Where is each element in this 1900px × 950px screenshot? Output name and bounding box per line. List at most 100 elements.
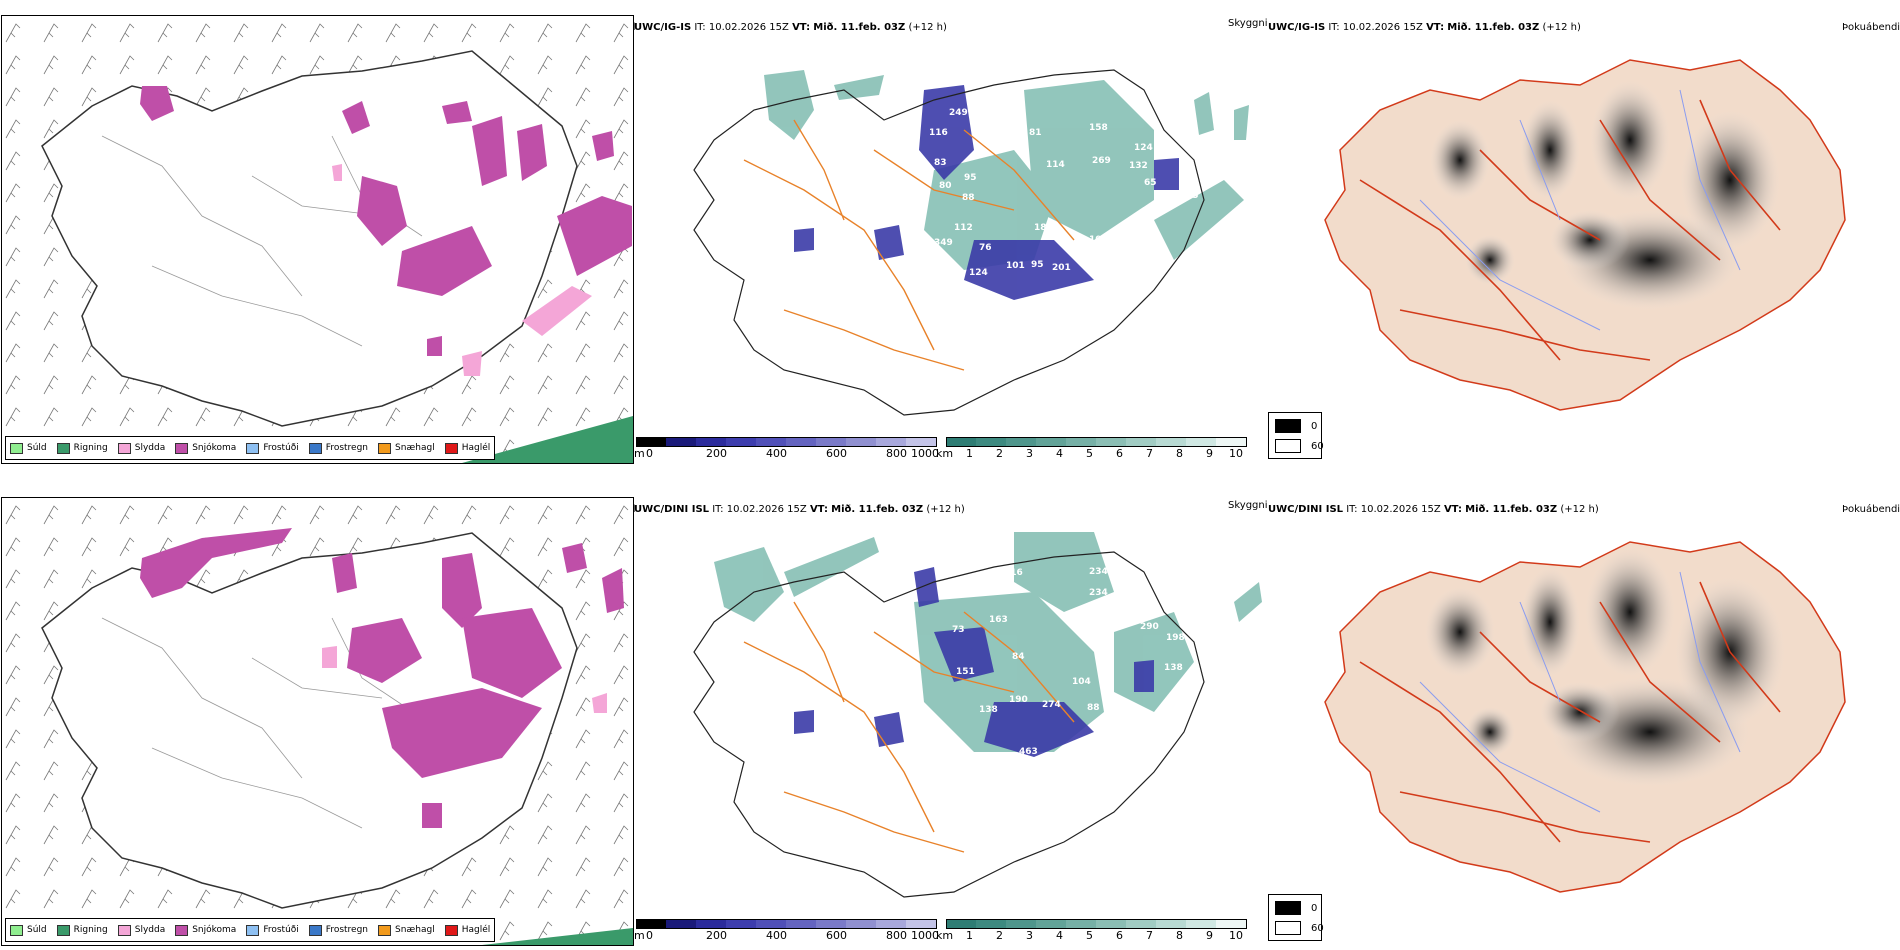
colorbar-swatch — [1006, 437, 1037, 447]
colorbar-swatch — [846, 919, 877, 929]
colorbar-swatch — [666, 919, 697, 929]
iceland-outline — [41, 532, 578, 909]
svg-text:124: 124 — [969, 268, 988, 278]
colorbar-swatch — [1096, 919, 1127, 929]
svg-text:516: 516 — [1004, 568, 1023, 578]
svg-text:168: 168 — [1096, 605, 1115, 615]
colorbar-swatch — [1006, 919, 1037, 929]
svg-text:138: 138 — [1164, 663, 1183, 673]
colorbar-swatch — [726, 437, 757, 447]
cloud-map: 234 516 234 163 168 168 73 84 290 198 13… — [634, 512, 1264, 922]
colorbar-swatch — [756, 919, 787, 929]
fog-map-svg — [1324, 541, 1846, 893]
colorbar-swatch — [1186, 919, 1217, 929]
fog-map — [1300, 30, 1860, 440]
colorbar-swatch — [1216, 437, 1247, 447]
colorbar-swatch — [756, 437, 787, 447]
colorbar-swatch — [636, 919, 668, 929]
ceiling-colorbar: m 0 200 400 600 800 1000 — [634, 919, 939, 943]
svg-text:198: 198 — [1166, 633, 1185, 643]
svg-text:17: 17 — [1164, 198, 1177, 208]
cloud-map-svg: 234 516 234 163 168 168 73 84 290 198 13… — [693, 532, 1262, 898]
colorbar-swatch — [786, 919, 817, 929]
colorbar-swatch — [946, 919, 978, 929]
legend-item: Súld — [10, 442, 47, 454]
sleet-areas — [322, 646, 607, 713]
colorbar-swatch — [876, 437, 907, 447]
legend-item: Rigning — [56, 442, 108, 454]
colorbar-swatch — [946, 437, 978, 447]
svg-text:249: 249 — [949, 108, 968, 118]
svg-text:463: 463 — [1019, 747, 1038, 757]
colorbar-swatch — [976, 437, 1007, 447]
svg-text:29: 29 — [979, 113, 992, 123]
svg-text:190: 190 — [1009, 695, 1028, 705]
colorbar-swatch — [816, 919, 847, 929]
svg-text:138: 138 — [979, 705, 998, 715]
cloud-label-group: 249 29 116 81 158 269 124 132 65 83 95 8… — [929, 108, 1199, 278]
visibility-colorbar: km 1 2 3 4 5 6 7 8 9 10 — [936, 437, 1247, 461]
svg-text:83: 83 — [934, 158, 947, 168]
sleet-areas — [332, 164, 592, 376]
svg-text:104: 104 — [1072, 677, 1091, 687]
colorbar-swatch — [1126, 437, 1157, 447]
legend-item: Haglél — [444, 442, 490, 454]
row2-header-cloud: UWC/DINI ISL IT: 10.02.2026 15Z VT: Mið.… — [634, 504, 965, 515]
colorbar-swatch — [1036, 919, 1067, 929]
colorbar-swatch — [1096, 437, 1127, 447]
iceland-outline — [41, 50, 578, 427]
cloud-title: Skyggni — [1228, 18, 1268, 29]
colorbar-swatch — [1126, 919, 1157, 929]
legend-item: Rigning — [56, 924, 108, 936]
precip-type-map-svg — [2, 498, 633, 945]
legend-item: Slydda — [117, 442, 165, 454]
cloud-map-svg: 249 29 116 81 158 269 124 132 65 83 95 8… — [693, 69, 1249, 416]
colorbar-swatch — [1186, 437, 1217, 447]
precip-legend: Súld Rigning Slydda Snjókoma Frostúði Fr… — [5, 918, 496, 942]
svg-text:201: 201 — [1052, 263, 1071, 273]
precip-type-map-svg — [2, 16, 633, 463]
fog-title: Þokuábendi — [1842, 504, 1900, 515]
svg-text:88: 88 — [1087, 703, 1100, 713]
colorbar-swatch — [636, 437, 668, 447]
svg-text:168: 168 — [1122, 607, 1141, 617]
svg-text:158: 158 — [1089, 123, 1108, 133]
svg-text:112: 112 — [954, 223, 973, 233]
legend-item: Snjókoma — [175, 924, 236, 936]
row-2: UWC/DINI ISL IT: 10.02.2026 15Z VT: Mið.… — [0, 475, 1900, 950]
svg-text:163: 163 — [989, 615, 1008, 625]
svg-text:116: 116 — [929, 128, 948, 138]
svg-text:88: 88 — [962, 193, 975, 203]
snow-areas — [140, 528, 624, 828]
legend-item: Snjókoma — [175, 442, 236, 454]
svg-text:95: 95 — [964, 173, 977, 183]
legend-item: Frostúði — [246, 442, 299, 454]
row-1: UWC/IG-IS IT: 10.02.2026 15Z VT: Mið. 11… — [1, 15, 1900, 464]
fog-legend: 0 60 — [1268, 894, 1324, 941]
colorbar-swatch — [1066, 919, 1097, 929]
colorbar-swatch — [976, 919, 1007, 929]
fog-map — [1300, 512, 1860, 922]
svg-text:10: 10 — [1089, 235, 1102, 245]
legend-item: Haglél — [444, 924, 490, 936]
svg-text:234: 234 — [1089, 567, 1108, 577]
svg-text:151: 151 — [956, 667, 975, 677]
rain-area — [482, 928, 633, 945]
legend-item: Snæhagl — [378, 924, 435, 936]
svg-text:269: 269 — [1092, 156, 1111, 166]
colorbar-swatch — [1156, 919, 1187, 929]
cloud-title: Skyggni — [1228, 500, 1268, 511]
colorbar-swatch — [786, 437, 817, 447]
ceiling-colorbar: m 0 200 400 600 800 1000 — [634, 437, 939, 461]
svg-text:124: 124 — [1134, 143, 1153, 153]
legend-item: Frostregn — [308, 442, 368, 454]
snow-areas — [140, 86, 632, 356]
legend-item: Frostregn — [308, 924, 368, 936]
colorbar-swatch — [816, 437, 847, 447]
precip-legend: Súld Rigning Slydda Snjókoma Frostúði Fr… — [5, 436, 496, 460]
svg-text:188: 188 — [1034, 223, 1053, 233]
svg-text:274: 274 — [1042, 700, 1061, 710]
legend-item: Snæhagl — [378, 442, 435, 454]
precip-type-map: Súld Rigning Slydda Snjókoma Frostúði Fr… — [1, 497, 634, 946]
iceland-outline — [693, 551, 1205, 898]
